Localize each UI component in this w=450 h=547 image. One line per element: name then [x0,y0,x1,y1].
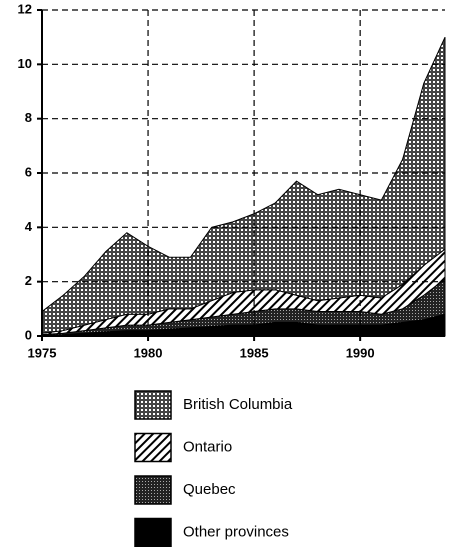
x-tick-label: 1990 [346,345,375,360]
legend-swatch [134,517,172,547]
legend-swatch [134,475,172,505]
y-tick-label: 0 [25,327,32,342]
y-tick-label: 8 [25,110,32,125]
legend: British Columbia Ontario Quebec Other provi… [134,390,293,547]
legend-swatch [134,432,172,463]
legend-label: Ontario [183,438,232,455]
y-tick-label: 2 [25,273,32,288]
y-tick-label: 6 [25,164,32,179]
y-tick-label: 12 [18,1,32,16]
x-tick-label: 1985 [240,345,269,360]
x-tick-label: 1980 [134,345,163,360]
y-tick-label: 10 [18,56,32,71]
plot-area [41,9,446,337]
area [41,36,446,334]
x-tick-label: 1975 [28,345,57,360]
legend-label: Quebec [183,481,236,498]
y-tick-label: 4 [25,219,33,234]
legend-label: Other provinces [183,523,289,540]
legend-swatch [134,390,172,420]
legend-label: British Columbia [183,396,293,413]
